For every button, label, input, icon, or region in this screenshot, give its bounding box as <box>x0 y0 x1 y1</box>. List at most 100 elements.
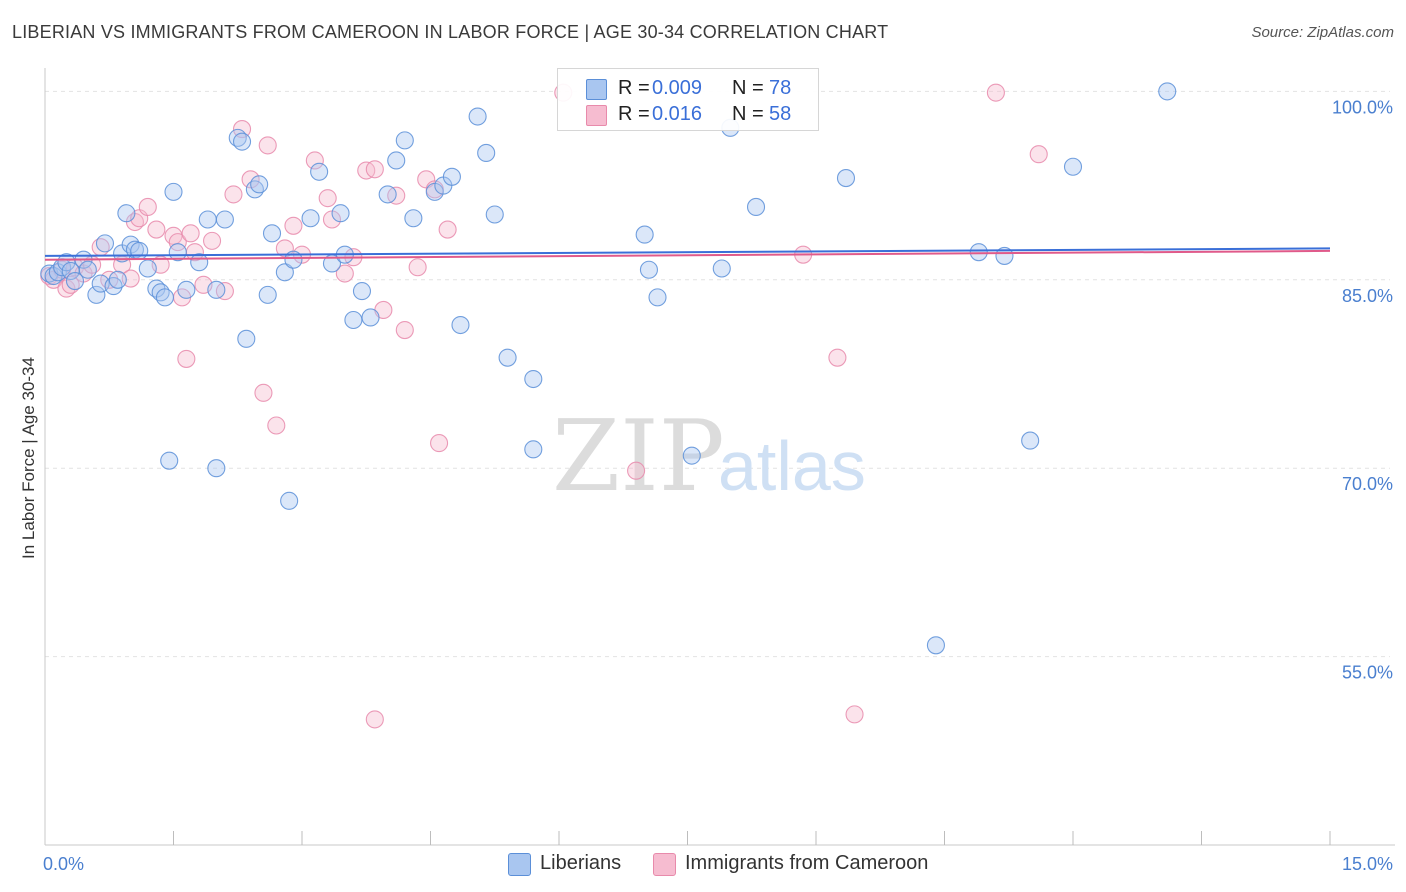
data-point <box>836 169 856 188</box>
data-point <box>95 234 115 253</box>
data-point <box>387 151 406 170</box>
data-point <box>451 315 470 335</box>
data-point <box>365 710 384 729</box>
data-point <box>87 285 106 304</box>
data-point <box>232 132 252 151</box>
data-point <box>138 197 157 217</box>
data-point <box>995 246 1014 265</box>
legend-label: Immigrants from Cameroon <box>685 852 929 874</box>
data-point <box>404 209 423 228</box>
data-point <box>78 260 97 279</box>
data-point <box>477 143 496 162</box>
data-point <box>648 288 667 307</box>
data-point <box>1021 431 1040 450</box>
tick-labels: 55.0% 70.0% 85.0% 100.0% 0.0% 15.0% <box>43 97 1393 874</box>
cameroon-swatch <box>653 853 676 876</box>
n-value: 58 <box>769 103 792 125</box>
x-tick-label: 15.0% <box>1342 854 1393 874</box>
data-point <box>438 220 457 239</box>
trend-line-liberians <box>44 247 1331 257</box>
data-point <box>352 282 372 301</box>
data-point <box>198 210 217 229</box>
data-point <box>267 416 286 435</box>
data-point <box>1063 157 1083 176</box>
axes <box>44 68 1395 846</box>
data-point <box>155 288 174 307</box>
data-point <box>203 231 222 250</box>
r-label: R = <box>618 103 650 125</box>
data-point <box>164 182 183 201</box>
trend-lines <box>44 247 1331 261</box>
data-point <box>627 461 646 480</box>
series-liberians <box>40 82 1177 655</box>
data-point <box>160 451 179 470</box>
data-point <box>262 224 282 243</box>
y-tick-label: 70.0% <box>1342 474 1393 494</box>
liberians-swatch <box>508 853 531 876</box>
chart-title: LIBERIAN VS IMMIGRANTS FROM CAMEROON IN … <box>12 22 889 42</box>
data-point <box>207 280 226 299</box>
data-point <box>280 491 299 510</box>
data-point <box>361 308 380 327</box>
data-point <box>305 151 324 170</box>
data-point <box>395 131 414 150</box>
chart-source: Source: ZipAtlas.com <box>1251 24 1394 41</box>
data-point <box>258 136 277 155</box>
data-point <box>712 259 731 278</box>
data-point <box>310 162 329 181</box>
data-point <box>168 233 187 252</box>
data-point <box>335 264 354 283</box>
data-point <box>301 209 320 228</box>
y-axis-label: In Labor Force | Age 30-34 <box>19 357 38 559</box>
data-point <box>378 185 397 204</box>
r-value: 0.016 <box>652 103 703 125</box>
n-value: 78 <box>769 77 792 99</box>
n-label: N = <box>732 77 764 99</box>
data-point <box>250 175 269 194</box>
gridlines <box>45 90 1390 658</box>
data-point <box>147 220 166 239</box>
n-label: N = <box>732 103 764 125</box>
data-point <box>318 189 337 208</box>
data-point <box>331 204 350 223</box>
data-point <box>498 348 517 367</box>
data-point <box>524 369 543 389</box>
data-point <box>746 197 766 217</box>
data-point <box>207 459 226 478</box>
data-point <box>130 241 149 260</box>
x-tick-label: 0.0% <box>43 854 84 874</box>
data-point <box>485 205 504 224</box>
data-point <box>468 107 487 126</box>
data-point <box>524 440 543 459</box>
data-point <box>65 272 85 291</box>
data-point <box>1158 82 1177 101</box>
data-point <box>442 167 461 186</box>
data-point <box>365 160 384 179</box>
data-point <box>254 383 273 402</box>
data-point <box>430 434 449 453</box>
watermark: ZIP atlas <box>552 400 866 514</box>
watermark-atlas: atlas <box>718 427 866 505</box>
data-point <box>828 348 847 367</box>
data-point <box>635 225 654 244</box>
data-point <box>190 253 209 272</box>
data-point <box>395 320 414 340</box>
data-point <box>1029 145 1048 164</box>
data-point <box>408 258 427 277</box>
data-point <box>845 705 864 724</box>
liberians-swatch <box>586 79 607 100</box>
data-point <box>237 329 256 348</box>
data-point <box>224 185 243 204</box>
data-point <box>215 210 234 229</box>
r-value: 0.009 <box>652 77 703 99</box>
cameroon-swatch <box>586 105 607 126</box>
data-point <box>258 285 277 304</box>
legend-label: Liberians <box>540 852 622 874</box>
y-tick-label: 85.0% <box>1342 286 1393 306</box>
r-label: R = <box>618 77 650 99</box>
data-point <box>284 216 303 235</box>
data-point <box>639 260 659 279</box>
data-point <box>969 243 988 262</box>
data-point <box>241 170 260 189</box>
